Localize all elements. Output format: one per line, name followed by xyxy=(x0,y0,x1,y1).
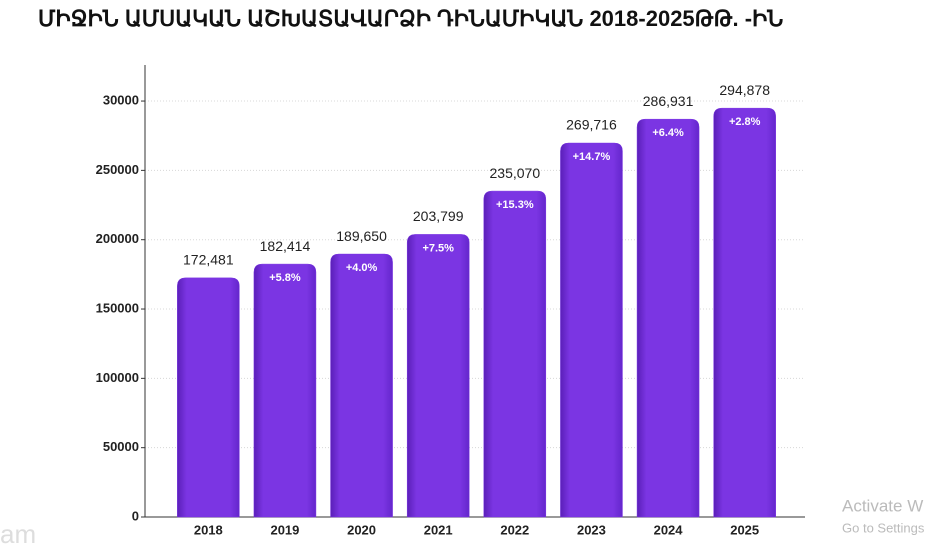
bar xyxy=(560,142,623,518)
y-tick-label: 200000 xyxy=(96,231,139,246)
value-label: 203,799 xyxy=(413,208,464,224)
x-tick-label: 2024 xyxy=(654,522,684,537)
y-tick-label: 150000 xyxy=(96,300,139,315)
value-label: 189,650 xyxy=(336,228,387,244)
y-tick-label: 50000 xyxy=(103,439,139,454)
growth-label: +14.7% xyxy=(573,151,611,163)
growth-label: +4.0% xyxy=(346,262,378,274)
x-tick-label: 2023 xyxy=(577,522,606,537)
x-tick-label: 2022 xyxy=(500,522,529,537)
bar xyxy=(713,107,776,518)
watermark: Activate W xyxy=(842,496,923,515)
x-tick-label: 2025 xyxy=(730,522,759,537)
bar xyxy=(253,263,317,518)
bar xyxy=(177,277,240,518)
y-tick-label: 100000 xyxy=(96,370,139,385)
growth-label: +2.8% xyxy=(729,116,761,128)
x-tick-label: 2019 xyxy=(270,522,299,537)
value-label: 286,931 xyxy=(643,93,694,109)
growth-label: +5.8% xyxy=(269,272,301,284)
value-label: 235,070 xyxy=(490,165,541,181)
value-label: 269,716 xyxy=(566,117,617,133)
value-label: 182,414 xyxy=(260,238,311,254)
bar xyxy=(330,253,393,518)
value-label: 294,878 xyxy=(719,82,770,98)
chart-title: ՄԻՋԻՆ ԱՄՍԱԿԱՆ ԱՇԽԱՏԱՎԱՐՁԻ ԴԻՆԱՄԻԿԱՆ 2018… xyxy=(38,6,783,31)
bar xyxy=(483,190,547,518)
bar xyxy=(406,234,470,518)
x-tick-label: 2020 xyxy=(347,522,376,537)
x-tick-label: 2018 xyxy=(194,522,223,537)
watermark: Go to Settings xyxy=(842,520,925,535)
y-tick-label: 30000 xyxy=(103,92,139,107)
growth-label: +15.3% xyxy=(496,199,534,211)
growth-label: +6.4% xyxy=(652,127,684,139)
bar xyxy=(636,118,700,518)
watermark: am xyxy=(0,519,36,548)
value-label: 172,481 xyxy=(183,252,234,268)
y-tick-label: 0 xyxy=(132,508,139,523)
x-tick-label: 2021 xyxy=(424,522,453,537)
growth-label: +7.5% xyxy=(422,242,454,254)
y-tick-label: 250000 xyxy=(96,162,139,177)
